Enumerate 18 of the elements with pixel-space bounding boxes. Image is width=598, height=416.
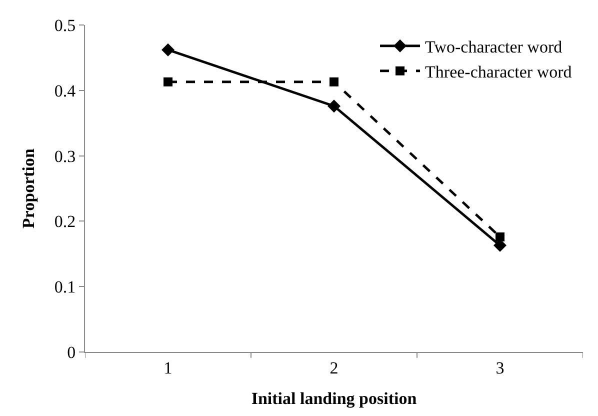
legend-label: Two-character word (425, 37, 563, 56)
point (164, 77, 172, 86)
x-tick-label: 1 (164, 358, 172, 378)
y-tick-label: 0.2 (54, 212, 76, 232)
point (330, 77, 338, 86)
point (328, 100, 340, 113)
x-tick-label: 3 (496, 358, 504, 378)
y-tick-label: 0.1 (54, 278, 76, 297)
legend-label: Three-character word (425, 62, 572, 82)
point (162, 43, 174, 56)
point (496, 232, 504, 242)
y-tick-label: 0.4 (54, 81, 76, 100)
x-tick-label: 2 (330, 358, 338, 378)
y-axis-title: Proportion (18, 148, 38, 228)
y-tick-label: 0 (67, 342, 76, 362)
y-tick-label: 0.3 (54, 146, 76, 166)
y-tick-label: 0.5 (54, 16, 76, 35)
x-axis-title: Initial landing position (251, 388, 418, 408)
